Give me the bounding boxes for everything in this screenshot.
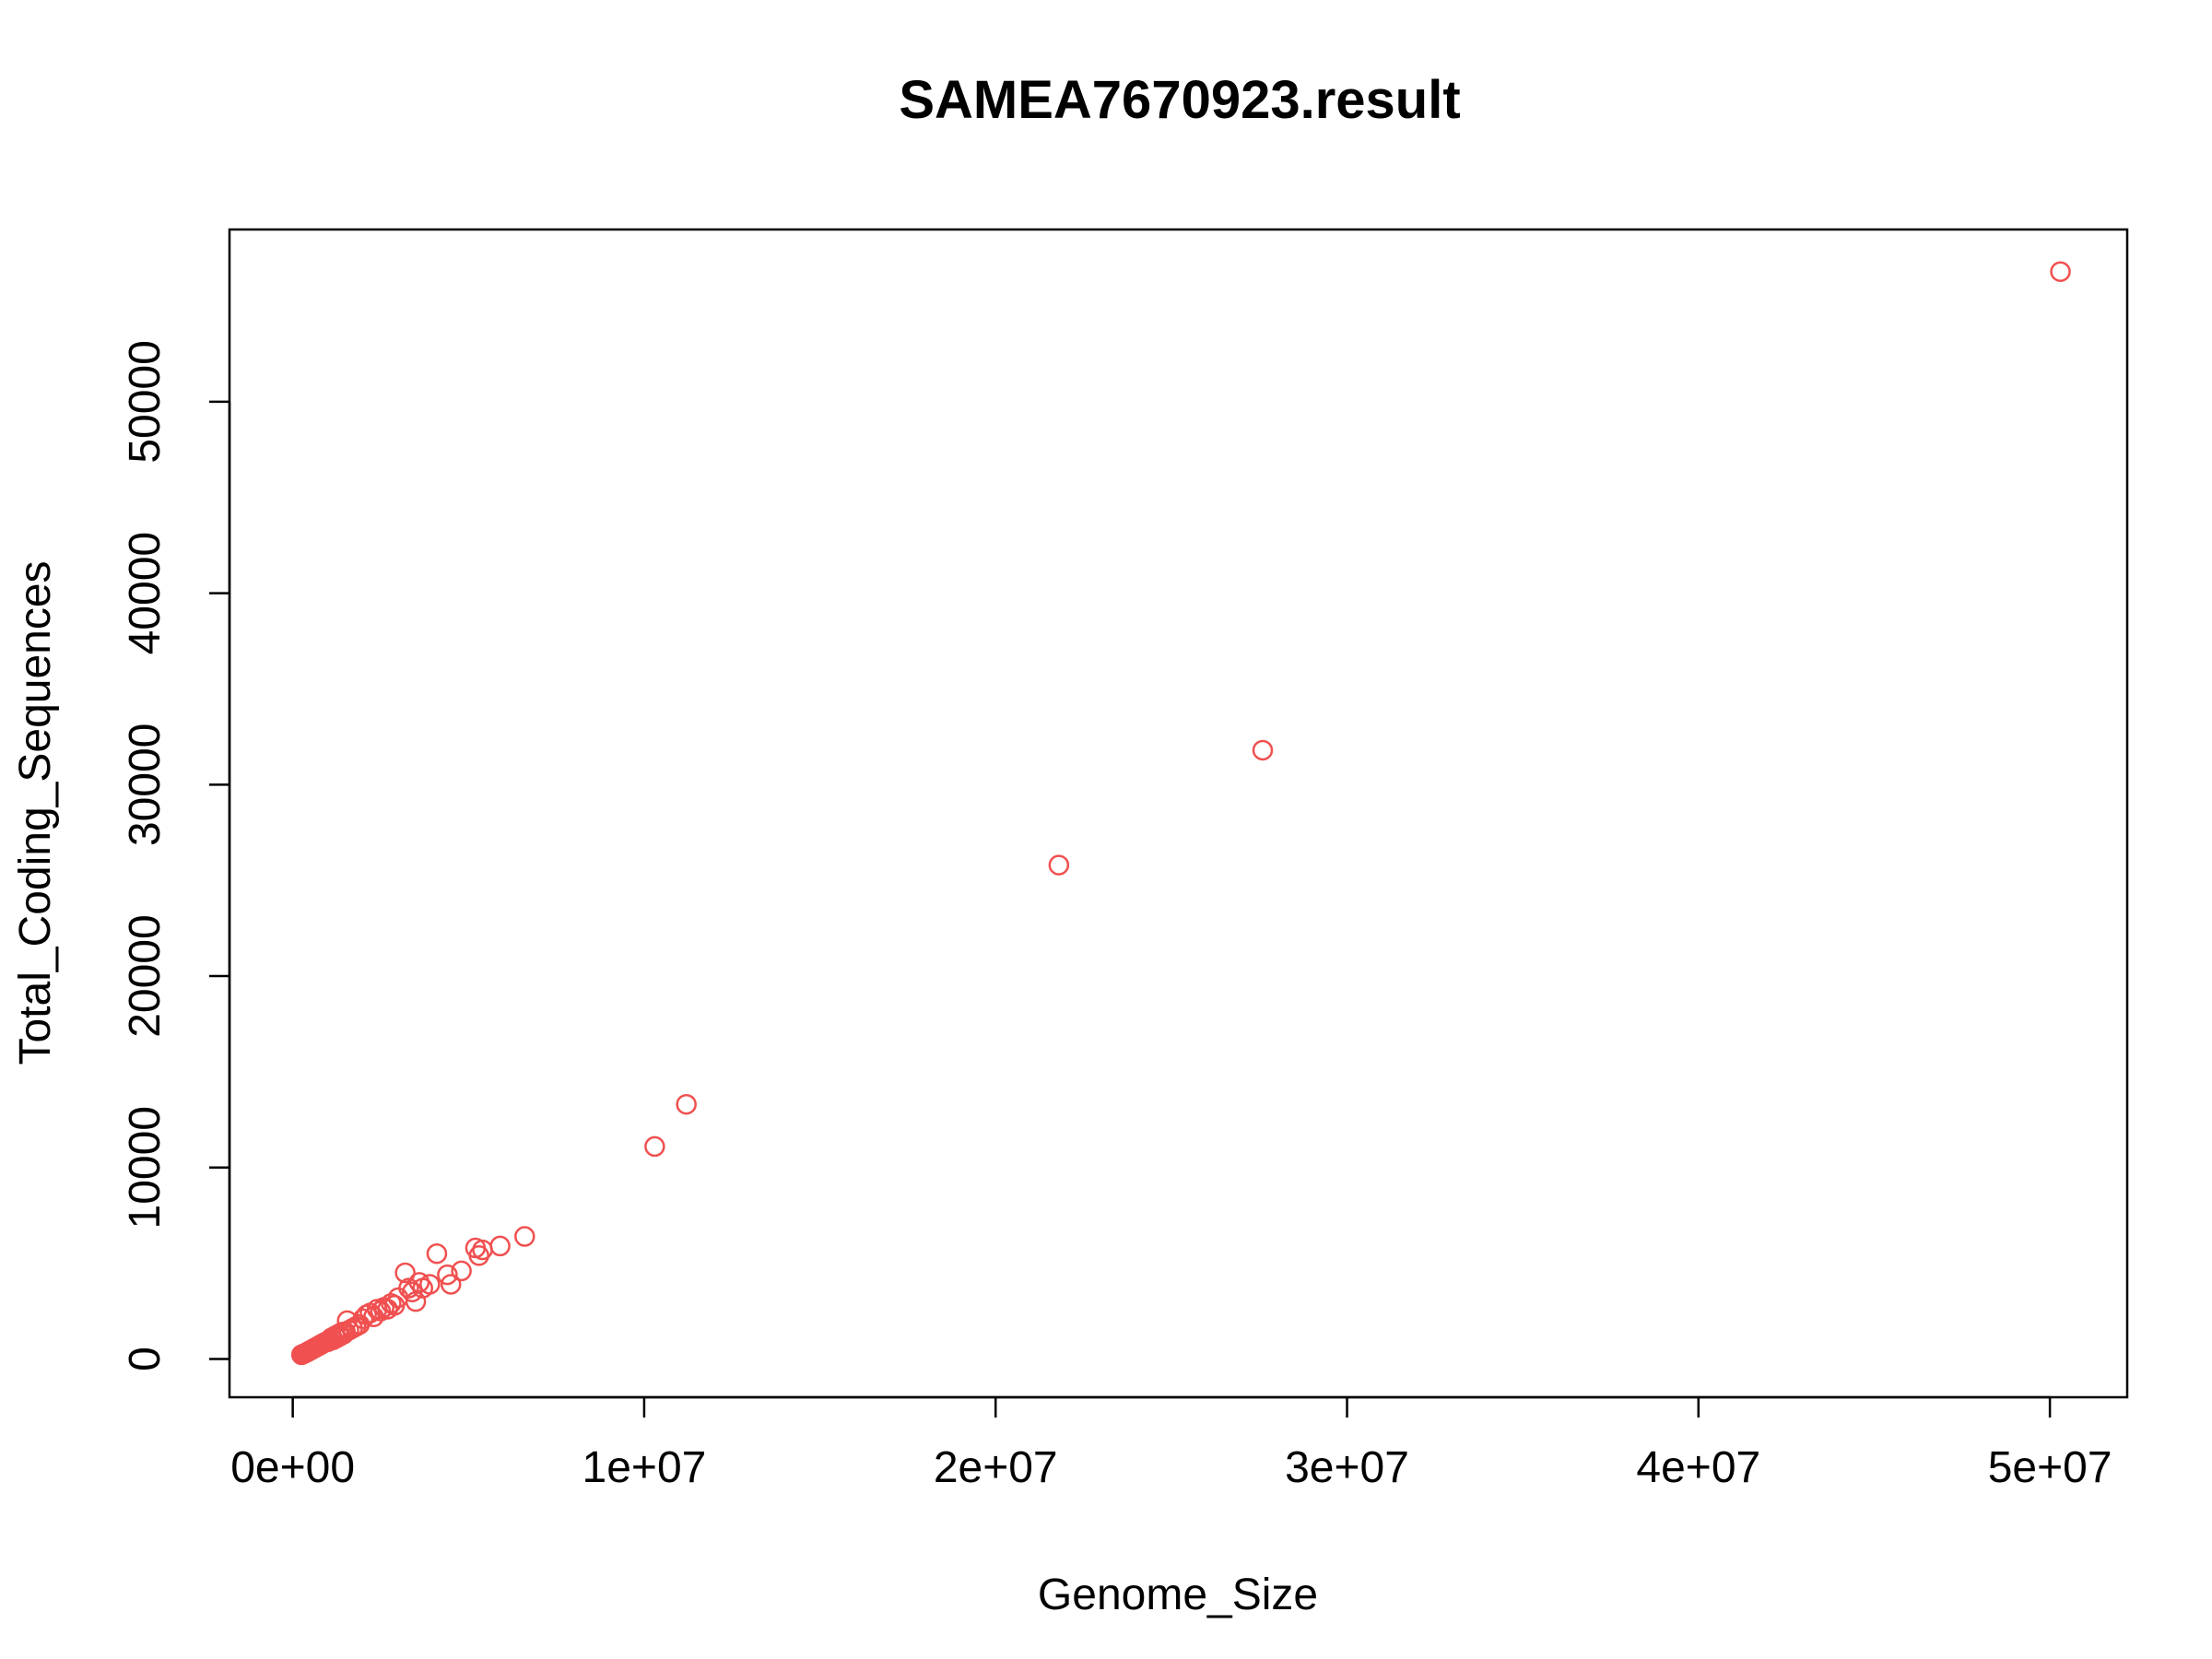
- x-tick-label: 4e+07: [1636, 1443, 1760, 1492]
- y-tick-label: 40000: [121, 532, 170, 654]
- y-axis-label: Total_Coding_Sequences: [11, 560, 60, 1065]
- y-tick-label: 20000: [121, 914, 170, 1037]
- x-axis-label: Genome_Size: [1038, 1571, 1318, 1619]
- data-point: [489, 1235, 511, 1257]
- y-tick-label: 0: [121, 1347, 170, 1371]
- data-point: [1048, 854, 1070, 876]
- data-point: [514, 1226, 535, 1247]
- x-tick-label: 0e+00: [230, 1443, 355, 1492]
- data-point: [451, 1260, 472, 1282]
- y-tick-label: 10000: [121, 1106, 170, 1229]
- x-tick-label: 1e+07: [582, 1443, 707, 1492]
- x-tick-label: 2e+07: [934, 1443, 1058, 1492]
- data-point: [437, 1264, 458, 1286]
- y-tick-label: 50000: [121, 340, 170, 463]
- data-point: [644, 1135, 665, 1158]
- x-tick-label: 3e+07: [1285, 1443, 1409, 1492]
- data-point: [394, 1262, 416, 1284]
- y-axis: 0 10000 20000 30000 40000 50000: [121, 340, 231, 1371]
- data-point: [2050, 261, 2071, 282]
- plot-frame: [228, 228, 2129, 1399]
- data-point: [440, 1274, 462, 1295]
- data-point: [402, 1281, 423, 1303]
- x-tick-label: 5e+07: [1988, 1443, 2112, 1492]
- data-point: [426, 1242, 448, 1265]
- data-point: [1252, 739, 1274, 761]
- y-tick-label: 30000: [121, 724, 170, 846]
- chart-title: SAMEA7670923.result: [899, 70, 1460, 130]
- data-point: [465, 1237, 487, 1259]
- data-point: [290, 1344, 312, 1366]
- x-axis: 0e+00 1e+07 2e+07 3e+07 4e+07 5e+07: [230, 1395, 2112, 1492]
- data-points: [290, 261, 2071, 1366]
- data-point: [676, 1093, 697, 1115]
